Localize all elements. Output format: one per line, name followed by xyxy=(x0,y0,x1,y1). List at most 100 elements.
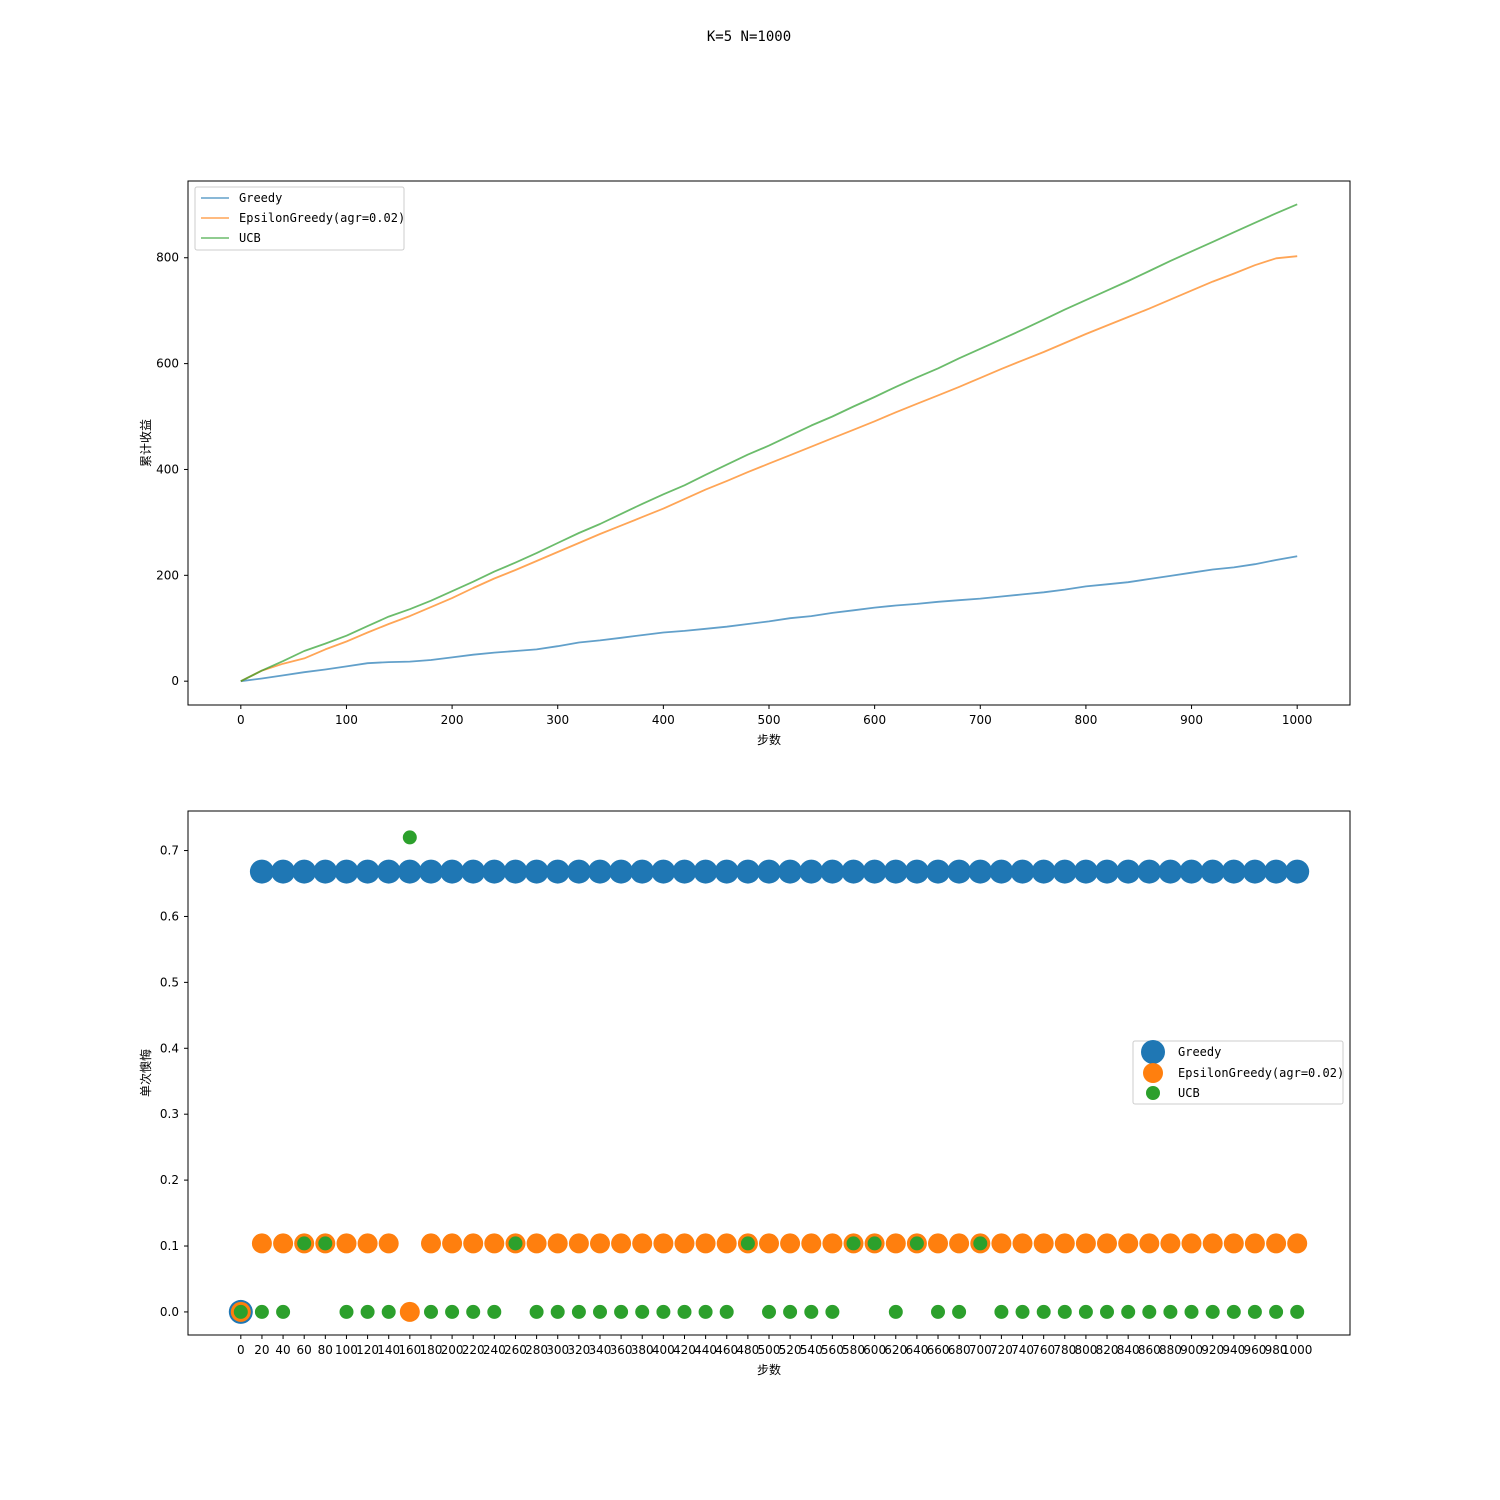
point-ucb xyxy=(888,1304,903,1319)
point-epsilongreedy-agr-0-02 xyxy=(1118,1233,1139,1254)
single-regret-y-tick-label: 0.6 xyxy=(160,909,179,923)
point-ucb xyxy=(614,1304,629,1319)
single-regret-x-tick-label: 520 xyxy=(779,1343,802,1357)
single-regret-x-tick-label: 440 xyxy=(694,1343,717,1357)
point-epsilongreedy-agr-0-02 xyxy=(251,1233,272,1254)
series-line-ucb xyxy=(240,203,1298,683)
point-greedy xyxy=(693,859,718,884)
point-greedy xyxy=(1031,859,1056,884)
single-regret-y-tick-label: 0.1 xyxy=(160,1239,179,1253)
point-ucb xyxy=(593,1304,607,1319)
single-regret-legend-box xyxy=(1132,1040,1344,1105)
single-regret-x-tick-label: 60 xyxy=(297,1343,312,1357)
single-regret-x-tick-label: 260 xyxy=(504,1343,527,1357)
legend-greedy-label: Greedy xyxy=(239,191,282,205)
point-greedy xyxy=(926,859,950,884)
point-epsilongreedy-agr-0-02 xyxy=(801,1233,822,1254)
point-greedy xyxy=(778,859,803,884)
point-ucb xyxy=(1015,1304,1030,1319)
point-ucb xyxy=(656,1304,671,1319)
single-regret-x-axis-label: 步数 xyxy=(757,1362,781,1377)
cumulative-reward-y-ticks: 0 200 400 600 800 xyxy=(156,251,188,688)
cumulative-reward-legend-box xyxy=(194,186,405,251)
single-regret-x-tick-label: 600 xyxy=(863,1343,886,1357)
legend-ucb-marker-swatch xyxy=(1146,1086,1160,1100)
single-regret-x-tick-label: 160 xyxy=(398,1343,421,1357)
single-regret-legend: Greedy EpsilonGreedy(agr=0.02) UCB xyxy=(1132,1040,1344,1105)
point-ucb xyxy=(1036,1304,1051,1319)
point-greedy xyxy=(1200,859,1225,884)
point-epsilongreedy-agr-0-02 xyxy=(421,1233,441,1254)
single-regret-y-tick-label: 0.5 xyxy=(160,975,179,989)
point-ucb xyxy=(1100,1304,1114,1319)
single-regret-x-ticks: 0 20 40 60 80 1001201401601802002202402602803… xyxy=(237,1335,1312,1357)
point-ucb xyxy=(804,1304,819,1319)
cumulative-reward-lines xyxy=(240,203,1298,683)
single-regret-y-tick-label: 0.2 xyxy=(160,1173,179,1187)
single-regret-x-tick-label: 140 xyxy=(377,1343,400,1357)
single-regret-x-tick-label: 280 xyxy=(525,1343,548,1357)
point-greedy xyxy=(1095,859,1119,884)
series-line-greedy xyxy=(240,555,1298,683)
point-ucb xyxy=(952,1304,967,1319)
cumulative-reward-x-tick-label: 600 xyxy=(863,713,886,727)
single-regret-x-tick-label: 700 xyxy=(969,1343,992,1357)
point-ucb xyxy=(825,1304,840,1319)
single-regret-x-tick-label: 760 xyxy=(1032,1343,1055,1357)
cumulative-reward-x-tick-label: 700 xyxy=(969,713,992,727)
point-greedy xyxy=(947,859,972,884)
point-epsilongreedy-agr-0-02 xyxy=(928,1233,948,1254)
point-epsilongreedy-agr-0-02 xyxy=(336,1233,357,1254)
point-epsilongreedy-agr-0-02 xyxy=(357,1233,378,1254)
point-epsilongreedy-agr-0-02 xyxy=(1097,1233,1117,1254)
point-epsilongreedy-agr-0-02 xyxy=(378,1233,399,1254)
point-epsilongreedy-agr-0-02 xyxy=(885,1233,906,1254)
point-epsilongreedy-agr-0-02 xyxy=(590,1233,610,1254)
point-ucb xyxy=(381,1304,396,1319)
cumulative-reward-x-tick-label: 300 xyxy=(546,713,569,727)
point-epsilongreedy-agr-0-02 xyxy=(526,1233,547,1254)
single-regret-x-tick-label: 900 xyxy=(1180,1343,1203,1357)
single-regret-x-tick-label: 0 xyxy=(237,1343,245,1357)
point-ucb xyxy=(297,1236,312,1251)
point-greedy xyxy=(292,859,317,884)
single-regret-x-tick-label: 840 xyxy=(1117,1343,1140,1357)
legend-epsilon-greedy-label: EpsilonGreedy(agr=0.02) xyxy=(239,211,405,225)
point-epsilongreedy-agr-0-02 xyxy=(1287,1233,1308,1254)
point-epsilongreedy-agr-0-02 xyxy=(759,1233,779,1254)
single-regret-y-tick-label: 0.0 xyxy=(160,1305,179,1319)
point-epsilongreedy-agr-0-02 xyxy=(484,1233,505,1254)
point-greedy xyxy=(1073,859,1098,884)
point-ucb xyxy=(466,1304,481,1319)
point-epsilongreedy-agr-0-02 xyxy=(632,1233,653,1254)
point-greedy xyxy=(989,859,1014,884)
single-regret-x-tick-label: 640 xyxy=(905,1343,928,1357)
legend-ucb-label: UCB xyxy=(1178,1086,1200,1100)
point-ucb xyxy=(698,1304,713,1319)
point-epsilongreedy-agr-0-02 xyxy=(1012,1233,1033,1254)
point-ucb xyxy=(487,1304,502,1319)
point-greedy xyxy=(503,859,528,884)
point-greedy xyxy=(841,859,866,884)
legend-ucb-label: UCB xyxy=(239,231,261,245)
cumulative-reward-legend: Greedy EpsilonGreedy(agr=0.02) UCB xyxy=(194,186,405,251)
point-ucb xyxy=(424,1304,438,1319)
point-epsilongreedy-agr-0-02 xyxy=(1054,1233,1075,1254)
single-regret-x-tick-label: 400 xyxy=(652,1343,675,1357)
point-epsilongreedy-agr-0-02 xyxy=(716,1233,737,1254)
point-ucb xyxy=(402,830,417,845)
point-greedy xyxy=(968,859,993,884)
point-epsilongreedy-agr-0-02 xyxy=(1139,1233,1160,1254)
single-regret-x-tick-label: 340 xyxy=(589,1343,612,1357)
point-epsilongreedy-agr-0-02 xyxy=(653,1233,674,1254)
point-greedy xyxy=(799,859,824,884)
point-ucb xyxy=(677,1304,692,1319)
cumulative-reward-x-tick-label: 1000 xyxy=(1282,713,1313,727)
point-epsilongreedy-agr-0-02 xyxy=(1160,1233,1181,1254)
point-epsilongreedy-agr-0-02 xyxy=(442,1233,463,1254)
point-ucb xyxy=(1142,1304,1157,1319)
point-epsilongreedy-agr-0-02 xyxy=(991,1233,1012,1254)
single-regret-x-tick-label: 740 xyxy=(1011,1343,1034,1357)
point-ucb xyxy=(973,1236,988,1251)
